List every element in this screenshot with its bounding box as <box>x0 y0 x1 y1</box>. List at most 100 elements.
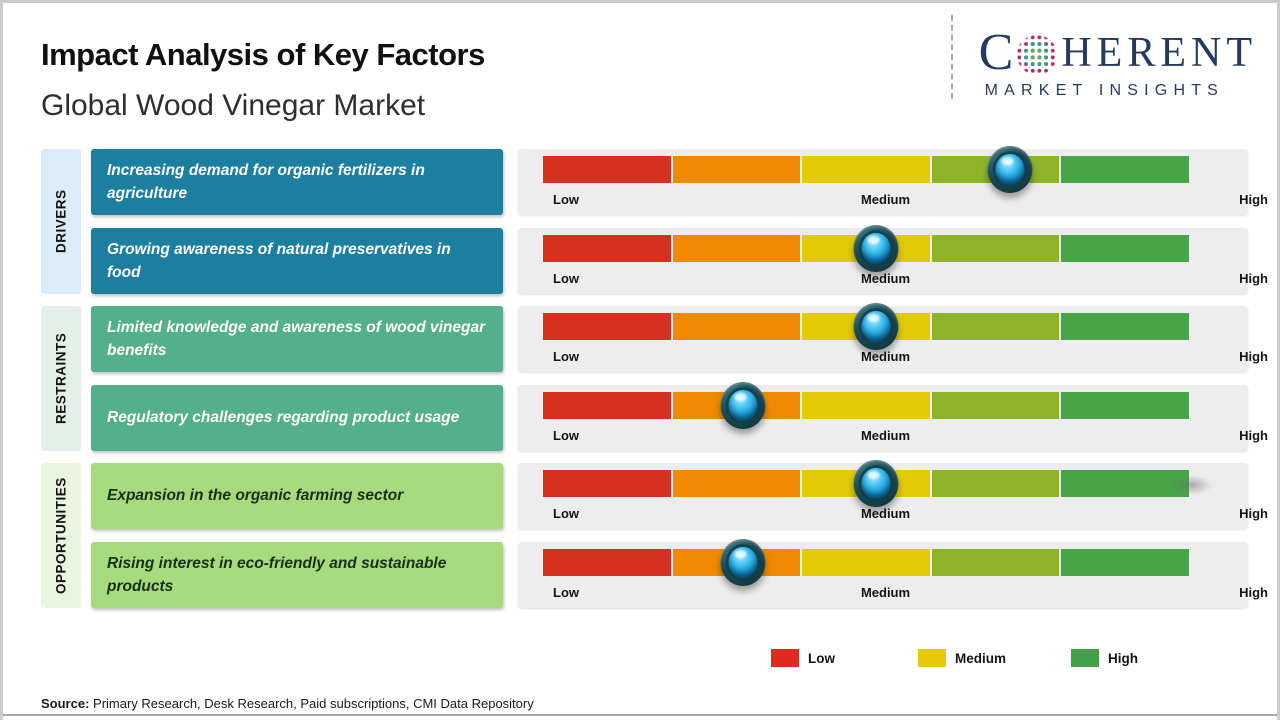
scale-label-low: Low <box>553 428 579 443</box>
impact-marker-orb <box>987 146 1033 193</box>
scale-segment-high <box>1061 235 1189 262</box>
scale-segment-medium <box>802 156 930 183</box>
impact-marker-orb <box>720 382 766 429</box>
factor-row: Regulatory challenges regarding product … <box>91 382 1268 451</box>
factor-card: Rising interest in eco-friendly and sust… <box>91 542 503 608</box>
scale-segment-medium <box>802 549 930 576</box>
scale-label-high: High <box>1239 506 1268 521</box>
legend-item-low: Low <box>771 649 835 667</box>
scale-label-low: Low <box>553 506 579 521</box>
scale-segment-low <box>543 156 671 183</box>
logo-letters-herent: HERENT <box>1061 30 1257 76</box>
scale-labels: Low Medium High <box>543 585 1268 605</box>
scale-label-medium: Medium <box>860 349 911 364</box>
scale-label-high: High <box>1239 585 1268 600</box>
scale-segment-low <box>543 470 671 497</box>
scale-segment-high <box>1061 156 1189 183</box>
logo-letter-c: C <box>978 24 1014 81</box>
impact-scale-bar <box>543 146 1189 193</box>
impact-slider-panel: Low Medium High <box>518 382 1268 451</box>
factor-text: Rising interest in eco-friendly and sust… <box>107 554 447 595</box>
group-rows: Increasing demand for organic fertilizer… <box>91 146 1268 294</box>
impact-marker-orb <box>853 460 899 507</box>
legend-swatch-high <box>1071 649 1099 667</box>
scale-label-medium: Medium <box>860 271 911 286</box>
page-title: Impact Analysis of Key Factors <box>41 37 485 72</box>
logo-globe-icon <box>1017 34 1058 76</box>
legend-swatch-low <box>771 649 799 667</box>
scale-segment-medium <box>802 392 930 419</box>
factor-card: Expansion in the organic farming sector <box>91 463 503 529</box>
scale-segment-high <box>1061 549 1189 576</box>
scale-segment-low-medium <box>672 156 801 183</box>
impact-scale-bar <box>543 460 1213 507</box>
impact-scale-bar <box>543 382 1189 429</box>
scale-segment-high <box>1061 470 1189 497</box>
group-opportunities: OPPORTUNITIES Expansion in the organic f… <box>41 460 1268 608</box>
scale-label-low: Low <box>553 585 579 600</box>
logo-tagline: MARKET INSIGHTS <box>984 82 1225 99</box>
factor-text: Regulatory challenges regarding product … <box>107 409 460 427</box>
impact-marker-orb <box>853 303 899 350</box>
logo-divider-dashed-line <box>951 15 953 99</box>
factor-card: Regulatory challenges regarding product … <box>91 385 503 451</box>
legend-label-medium: Medium <box>955 650 1007 666</box>
scale-segment-low-medium <box>672 470 801 497</box>
scale-segment-low-medium <box>672 235 801 262</box>
scale-segment-high <box>1061 392 1189 419</box>
scale-labels: Low Medium High <box>543 192 1268 212</box>
scale-segment-high <box>1061 313 1189 340</box>
factor-row: Increasing demand for organic fertilizer… <box>91 146 1268 215</box>
scale-segment-low <box>543 235 671 262</box>
factor-row: Expansion in the organic farming sector <box>91 460 1268 529</box>
bottom-divider-line <box>3 714 1277 716</box>
legend-label-low: Low <box>808 650 835 666</box>
scale-label-high: High <box>1239 428 1268 443</box>
coherent-market-insights-logo: C HERENT MARKET INSIGHTS <box>979 27 1257 100</box>
source-label: Source: <box>41 696 90 711</box>
impact-analysis-board: DRIVERS Increasing demand for organic fe… <box>41 146 1268 608</box>
scale-labels: Low Medium High <box>543 428 1268 448</box>
group-restraints: RESTRAINTS Limited knowledge and awarene… <box>41 303 1268 451</box>
impact-marker-orb <box>853 225 899 272</box>
source-line: Source: Primary Research, Desk Research,… <box>41 696 534 711</box>
factor-card: Growing awareness of natural preservativ… <box>91 228 503 294</box>
legend: Low Medium High <box>3 649 1277 673</box>
factor-row: Limited knowledge and awareness of wood … <box>91 303 1268 372</box>
scale-label-low: Low <box>553 271 579 286</box>
impact-slider-panel: Low Medium High <box>518 460 1268 529</box>
source-text: Primary Research, Desk Research, Paid su… <box>89 696 534 711</box>
impact-scale-bar <box>543 539 1189 586</box>
factor-text: Expansion in the organic farming sector <box>107 487 404 505</box>
impact-slider-panel: Low Medium High <box>518 225 1268 294</box>
factor-text: Increasing demand for organic fertilizer… <box>107 161 425 202</box>
scale-label-low: Low <box>553 192 579 207</box>
factor-text: Growing awareness of natural preservativ… <box>107 240 451 281</box>
legend-label-high: High <box>1108 650 1138 666</box>
legend-swatch-medium <box>918 649 946 667</box>
scale-labels: Low Medium High <box>543 271 1268 291</box>
scale-segment-low <box>543 549 671 576</box>
factor-row: Growing awareness of natural preservativ… <box>91 225 1268 294</box>
factor-card: Limited knowledge and awareness of wood … <box>91 306 503 372</box>
logo-brand-line: C HERENT <box>979 27 1257 79</box>
group-label-opportunities: OPPORTUNITIES <box>41 463 81 608</box>
scale-segment-medium-high <box>931 470 1060 497</box>
impact-marker-orb <box>720 539 766 586</box>
factor-text: Limited knowledge and awareness of wood … <box>107 318 486 359</box>
scale-segment-low <box>543 313 671 340</box>
impact-slider-panel: Low Medium High <box>518 539 1268 608</box>
group-label-restraints: RESTRAINTS <box>41 306 81 451</box>
group-drivers: DRIVERS Increasing demand for organic fe… <box>41 146 1268 294</box>
scale-label-high: High <box>1239 271 1268 286</box>
scale-label-medium: Medium <box>860 585 911 600</box>
scale-label-low: Low <box>553 349 579 364</box>
impact-scale-bar <box>543 225 1189 272</box>
scale-segment-low-medium <box>672 313 801 340</box>
group-rows: Expansion in the organic farming sector <box>91 460 1268 608</box>
scale-segment-medium-high <box>931 549 1060 576</box>
impact-scale-bar <box>543 303 1189 350</box>
legend-item-medium: Medium <box>918 649 1006 667</box>
factor-row: Rising interest in eco-friendly and sust… <box>91 539 1268 608</box>
